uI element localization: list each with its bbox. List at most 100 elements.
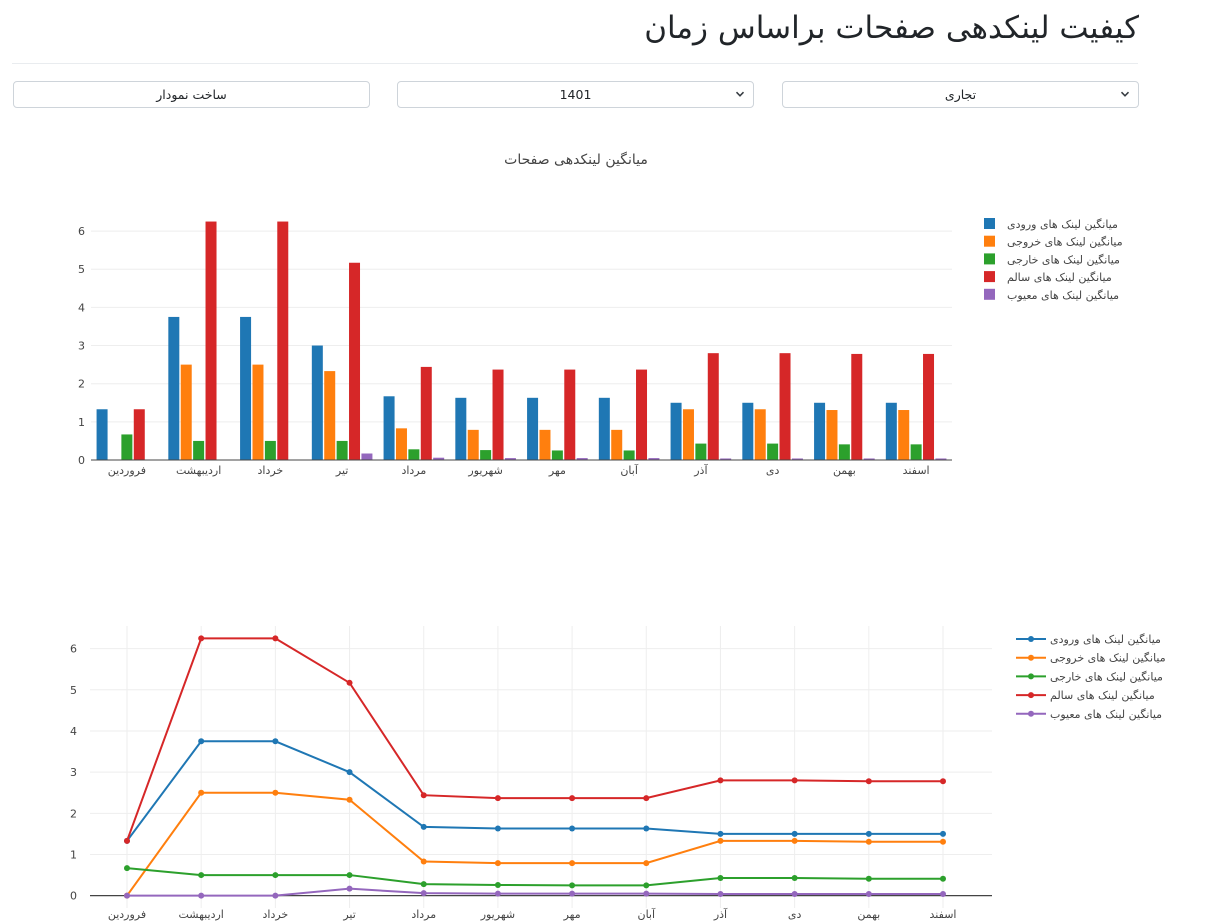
data-point: [124, 865, 130, 872]
category-select[interactable]: تجاری: [782, 81, 1139, 108]
y-tick-label: 3: [70, 766, 77, 779]
y-tick-label: 6: [78, 225, 85, 238]
data-point: [272, 872, 279, 879]
legend-marker: [1028, 636, 1034, 642]
bar: [433, 457, 445, 460]
bar: [885, 402, 897, 460]
data-point: [494, 825, 501, 832]
bar: [551, 450, 563, 460]
x-tick-label: دی: [788, 908, 802, 921]
line-chart: 0 1 2 3 4 5 6 فروردین اردیبهشت خرداد تیر مرداد شهریو…: [70, 626, 1166, 921]
bar: [598, 397, 610, 460]
bar: [361, 453, 373, 460]
data-point: [865, 838, 872, 845]
data-point: [643, 825, 650, 832]
bar: [838, 444, 850, 460]
bar: [420, 366, 432, 460]
x-tick-label: آبان: [620, 463, 638, 477]
bar: [623, 450, 635, 460]
series-line: [126, 867, 943, 887]
series-line: [126, 791, 943, 897]
year-select-value: 1401: [559, 87, 592, 102]
legend-label: میانگین لینک های سالم: [1050, 689, 1155, 702]
bar: [311, 345, 323, 460]
legend-label: میانگین لینک های خارجی: [1007, 253, 1120, 266]
legend-label: میانگین لینک های خروجی: [1007, 236, 1123, 249]
x-tick-label: تیر: [335, 464, 348, 477]
x-tick-label: مهر: [563, 908, 581, 921]
data-point: [643, 890, 650, 897]
data-point: [791, 837, 798, 844]
bar: [480, 450, 492, 460]
x-tick-label: خرداد: [258, 464, 284, 477]
bar: [779, 353, 791, 460]
bar: [205, 221, 217, 460]
bar: [682, 409, 694, 460]
series-line: [127, 887, 943, 897]
bar: [707, 353, 719, 460]
data-point: [198, 789, 205, 796]
year-select[interactable]: 1401: [397, 81, 754, 108]
x-tick-label: آبان: [637, 907, 655, 921]
data-point: [198, 635, 205, 642]
data-point: [717, 830, 724, 837]
y-tick-label: 1: [70, 848, 77, 861]
category-select-value: تجاری: [944, 87, 977, 102]
bar: [240, 316, 252, 460]
data-point: [643, 795, 650, 802]
y-tick-label: 2: [78, 378, 85, 391]
x-tick-label: اسفند: [903, 464, 930, 477]
legend-label: میانگین لینک های ورودی: [1007, 218, 1118, 231]
data-point: [865, 778, 872, 785]
legend-swatch: [984, 288, 995, 300]
bar: [277, 221, 289, 460]
y-tick-label: 0: [70, 890, 77, 903]
x-tick-label: بهمن: [833, 464, 856, 477]
bar: [826, 410, 838, 460]
data-point: [420, 823, 427, 830]
title-divider: [12, 63, 1138, 64]
bar: [408, 449, 420, 460]
bar: [492, 369, 504, 460]
data-point: [346, 679, 353, 686]
bar: [791, 458, 803, 460]
data-point: [865, 830, 872, 837]
legend-marker: [1028, 692, 1034, 699]
y-tick-label: 5: [70, 684, 77, 697]
bar: [814, 402, 826, 460]
data-point: [643, 882, 650, 889]
x-tick-label: اردیبهشت: [176, 464, 221, 477]
legend-label: میانگین لینک های خارجی: [1050, 670, 1163, 683]
x-tick-label: فروردین: [108, 908, 146, 921]
legend-marker: [1028, 654, 1034, 661]
bar: [923, 353, 935, 460]
y-tick-label: 5: [78, 263, 85, 276]
data-point: [791, 830, 798, 837]
data-point: [940, 838, 946, 845]
data-point: [420, 881, 427, 888]
bar: [467, 429, 479, 460]
data-point: [346, 872, 353, 879]
page-title: کیفیت لینکدهی صفحات براساس زمان: [644, 10, 1139, 46]
x-tick-label: بهمن: [857, 908, 880, 921]
bar: [611, 429, 623, 460]
bar: [336, 440, 348, 460]
series-line: [126, 637, 943, 842]
chevron-down-icon: [735, 91, 745, 97]
x-tick-label: آذر: [713, 907, 728, 921]
bar: [455, 397, 467, 460]
data-point: [791, 777, 798, 784]
chart-title: میانگین لینکدهی صفحات: [504, 151, 648, 168]
x-tick-label: خرداد: [262, 908, 288, 921]
build-chart-button[interactable]: ساخت نمودار: [13, 81, 370, 108]
y-tick-label: 3: [78, 340, 85, 353]
data-point: [940, 778, 946, 785]
data-point: [717, 874, 724, 881]
legend-label: میانگین لینک های ورودی: [1050, 633, 1161, 646]
x-tick-label: فروردین: [108, 464, 146, 477]
bar: [720, 458, 732, 460]
data-point: [420, 890, 427, 897]
data-point: [420, 858, 427, 865]
y-tick-label: 4: [78, 301, 85, 314]
data-point: [346, 769, 353, 776]
